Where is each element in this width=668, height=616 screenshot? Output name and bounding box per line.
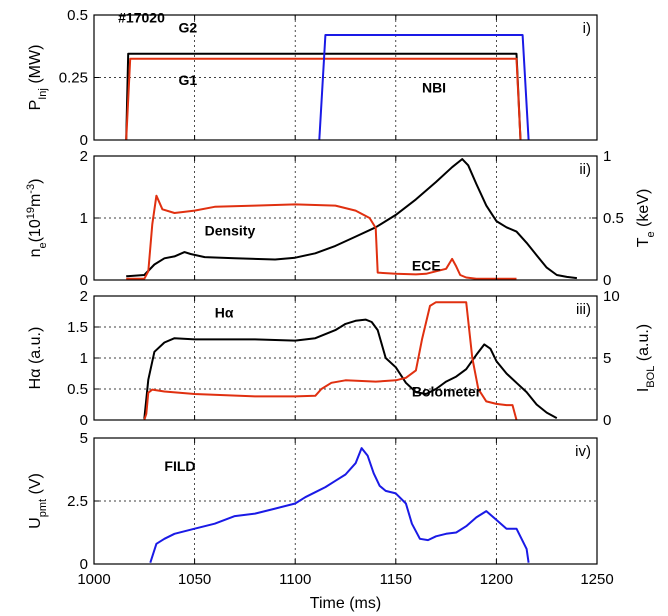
panel-ii-y2tick-label: 0 (603, 272, 611, 289)
panel-iii-ytick-label: 1 (80, 350, 88, 367)
panel-i-annotation: #17020 (118, 10, 165, 26)
panel-iii-ytick-label: 0 (80, 412, 88, 429)
xtick-label: 1100 (279, 571, 311, 588)
panel-iv-ytick-label: 2.5 (67, 493, 88, 510)
panel-ii-series-black-line (126, 158, 578, 280)
panel-iv-ytick-label: 0 (80, 556, 88, 573)
panel-iii-y2tick-label: 5 (603, 350, 611, 367)
panel-ii-y2label: Te (keV) (635, 189, 657, 248)
panel-iii-label: iii) (576, 301, 591, 318)
panel-iii-annotation: Hα (215, 305, 234, 321)
panel-iv-label: iv) (575, 443, 591, 460)
panel-ii-annotation: Density (205, 222, 256, 238)
panel-i-ytick-label: 0.25 (59, 70, 88, 87)
panel-i-series-blue-line (318, 34, 530, 141)
panel-iii-y2tick-label: 0 (603, 412, 611, 429)
xtick-label: 1050 (178, 571, 211, 588)
panel-ii-annotation: ECE (412, 258, 441, 274)
xtick-label: 1250 (580, 571, 613, 588)
panel-i-ylabel: PInj (MW) (27, 45, 49, 111)
panel-ii-ytick-label: 0 (80, 272, 88, 289)
panel-ii-ytick-label: 2 (80, 148, 88, 165)
panel-iii-ytick-label: 0.5 (67, 381, 88, 398)
panel-i-annotation: G2 (179, 20, 198, 36)
panel-ii-y2tick-label: 1 (603, 148, 611, 165)
panel-iii-annotation: Bolometer (412, 383, 482, 399)
xtick-label: 1000 (77, 571, 110, 588)
panel-iii-series-red-line (143, 301, 518, 421)
panel-iii-y2tick-label: 10 (603, 288, 620, 305)
panel-iv-ytick-label: 5 (80, 430, 88, 447)
panel-i-label: i) (583, 20, 591, 37)
panel-iii-ytick-label: 2 (80, 288, 88, 305)
panel-i-ytick-label: 0.5 (67, 7, 88, 24)
panel-i-ytick-label: 0 (80, 132, 88, 149)
xtick-label: 1150 (380, 571, 412, 588)
panel-i-annotation: NBI (422, 80, 446, 96)
panel-iii-series-black-line (143, 318, 558, 419)
panel-ii-y2tick-label: 0.5 (603, 210, 624, 227)
panel-ii-label: ii) (579, 161, 591, 178)
panel-iv-ylabel: Upmt (V) (27, 473, 49, 529)
panel-iv-series-blue-line (149, 447, 530, 564)
panel-ii-ytick-label: 1 (80, 210, 88, 227)
xtick-label: 1200 (480, 571, 513, 588)
panel-iii-ytick-label: 1.5 (67, 319, 88, 336)
panel-ii-series-red-line (126, 194, 517, 280)
panel-ii-ylabel: ne(1019m-3) (25, 179, 49, 258)
panel-iii-ylabel: Hα (a.u.) (27, 327, 44, 390)
panel-iii-y2label: IBOL (a.u.) (635, 324, 657, 392)
panel-i-annotation: G1 (179, 72, 198, 88)
x-axis-label: Time (ms) (310, 595, 381, 612)
panel-iv-annotation: FILD (164, 458, 195, 474)
